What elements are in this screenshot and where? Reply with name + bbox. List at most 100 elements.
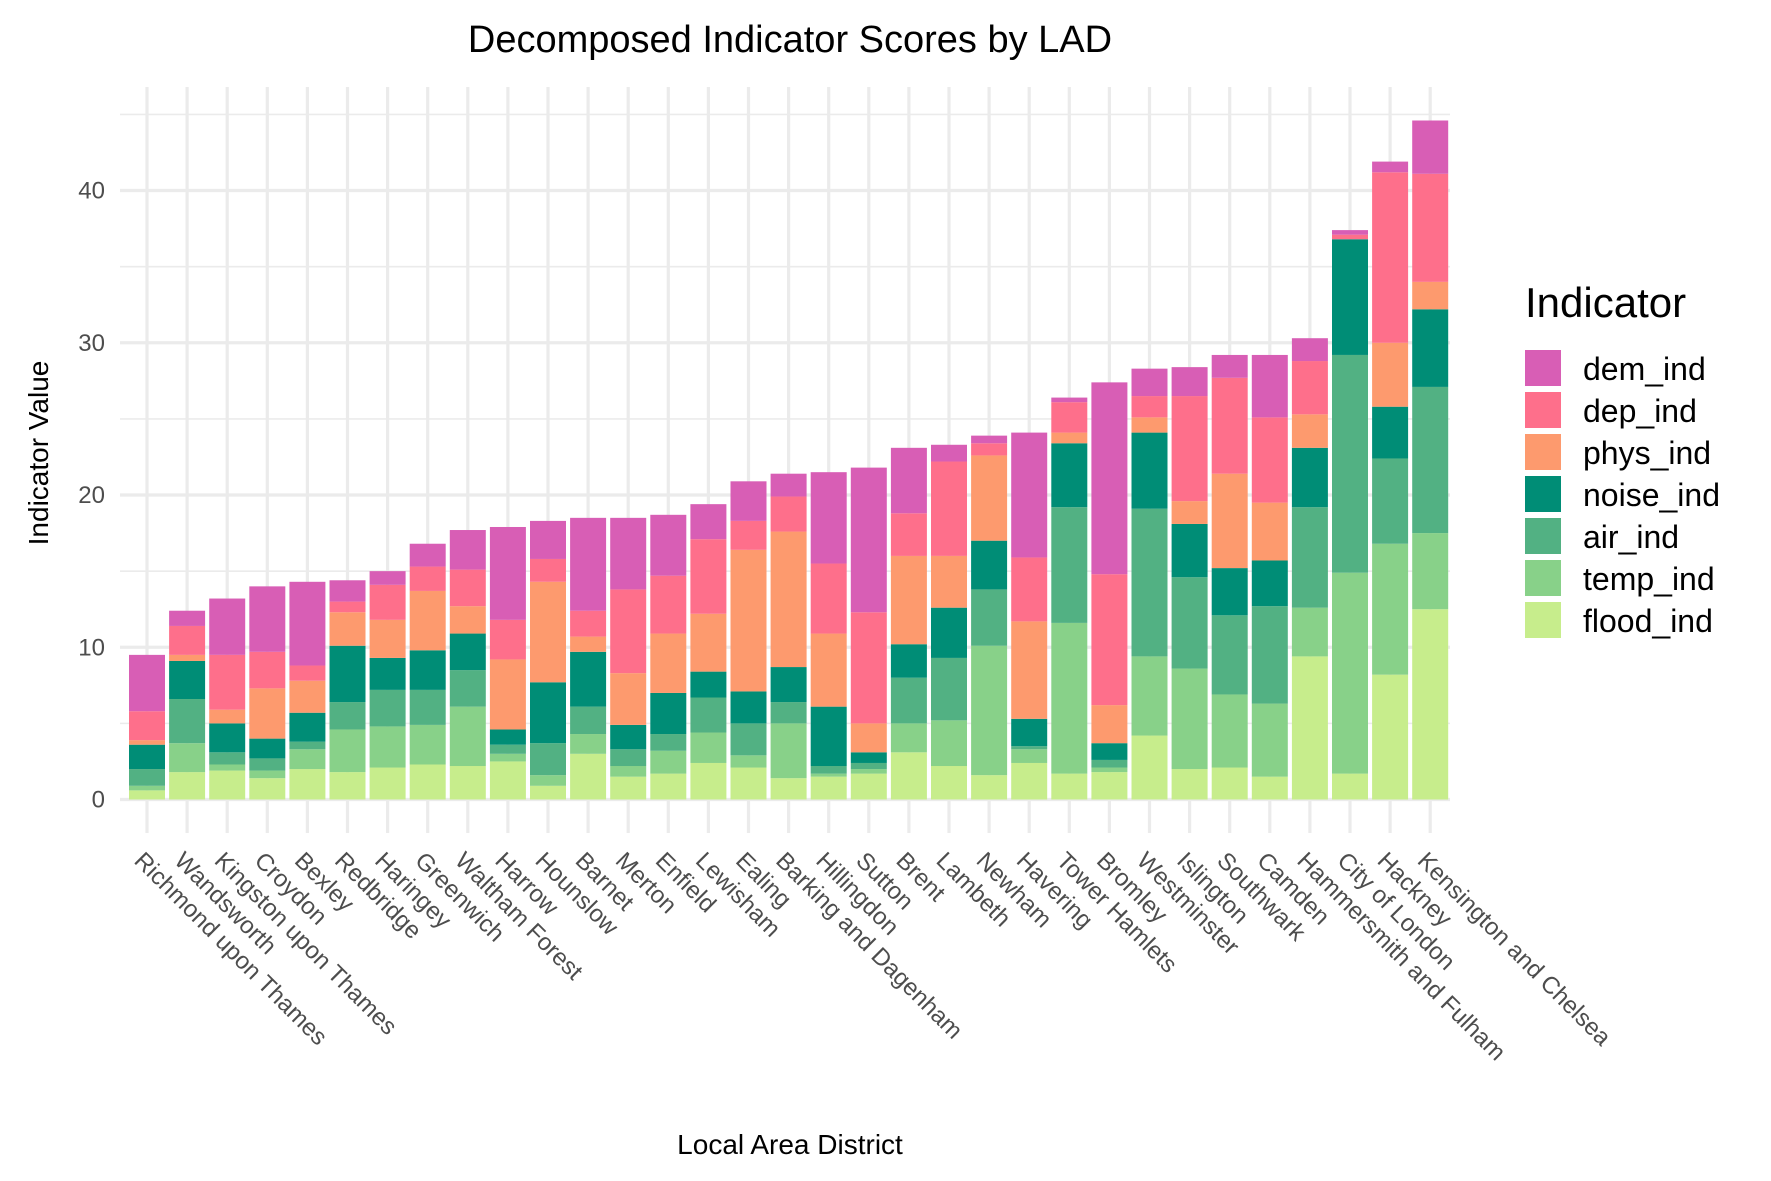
bar-segment-air_ind (489, 744, 526, 754)
legend: Indicator dem_ind dep_ind phys_ind noise_in… (1525, 279, 1720, 639)
bar-segment-dem_ind (610, 517, 647, 590)
bar-segment-phys_ind (1171, 501, 1208, 524)
x-axis-title: Local Area District (677, 1129, 903, 1160)
legend-swatch-air_ind (1525, 518, 1561, 554)
bar-segment-phys_ind (369, 619, 406, 658)
y-tick-label: 30 (78, 330, 105, 357)
bar-segment-temp_ind (850, 769, 887, 774)
y-tick-label: 40 (78, 178, 105, 205)
bar-segment-phys_ind (810, 633, 847, 707)
bar-segment-phys_ind (329, 612, 366, 646)
bar-segment-dem_ind (409, 543, 446, 567)
bar-segment-dem_ind (530, 520, 566, 559)
bar-segment-dem_ind (1091, 382, 1128, 575)
bar-segment-flood_ind (890, 752, 927, 800)
bar-segment-air_ind (1091, 759, 1128, 768)
bar-segment-dem_ind (1251, 354, 1288, 418)
legend-swatch-phys_ind (1525, 434, 1561, 470)
bar-segment-air_ind (449, 670, 486, 707)
bar-segment-noise_ind (570, 651, 607, 707)
bar-segment-dep_ind (169, 625, 206, 655)
bar-segment-dem_ind (489, 526, 526, 620)
bar-segment-temp_ind (810, 773, 847, 777)
bar-segment-flood_ind (1251, 776, 1288, 800)
bar-segment-noise_ind (1091, 743, 1128, 760)
bar-segment-noise_ind (1332, 239, 1368, 355)
bar-segment-phys_ind (770, 531, 807, 668)
bar-segment-phys_ind (530, 581, 566, 683)
legend-title: Indicator (1525, 279, 1686, 326)
legend-swatch-dep_ind (1525, 392, 1561, 428)
bar-segment-noise_ind (810, 706, 847, 767)
bar-segment-dep_ind (249, 651, 286, 689)
bar-segment-dem_ind (209, 598, 246, 655)
bar-segment-dep_ind (209, 654, 246, 710)
bar-segment-temp_ind (249, 770, 286, 779)
bar-segment-phys_ind (489, 659, 526, 730)
bar-segment-dep_ind (530, 558, 566, 582)
bar-segment-dem_ind (810, 472, 847, 564)
bar-segment-air_ind (1011, 746, 1048, 750)
legend-items: dem_ind dep_ind phys_ind noise_ind air_indte… (1525, 350, 1720, 639)
bar-segment-dep_ind (1171, 396, 1208, 502)
bar-segment-phys_ind (209, 709, 246, 724)
bar-segment-dem_ind (931, 444, 967, 462)
bar-segment-dep_ind (1332, 234, 1368, 240)
bar-segment-dep_ind (850, 612, 887, 724)
bar-segment-temp_ind (1131, 656, 1168, 736)
bar-segment-air_ind (1412, 386, 1449, 534)
bar-segment-flood_ind (1011, 762, 1048, 800)
bar-segment-flood_ind (369, 767, 406, 800)
bar-segment-flood_ind (690, 762, 727, 800)
bar-segment-temp_ind (129, 785, 165, 791)
bar-segment-dem_ind (449, 530, 486, 570)
bar-segment-dem_ind (129, 654, 165, 712)
bar-segment-dem_ind (289, 581, 326, 666)
y-tick-labels: 0 10 20 30 40 (78, 178, 105, 814)
bar-segment-flood_ind (1211, 767, 1248, 800)
bar-segment-noise_ind (931, 607, 967, 658)
bar-segment-dep_ind (1051, 402, 1088, 433)
bar-segment-flood_ind (810, 776, 847, 800)
bar-segment-flood_ind (329, 772, 366, 800)
bar-segment-flood_ind (169, 772, 206, 800)
bar-segment-noise_ind (1011, 718, 1048, 747)
bar-segment-air_ind (249, 758, 286, 771)
bar-segment-dem_ind (650, 514, 687, 576)
bar-segment-flood_ind (409, 764, 446, 800)
bar-segment-dem_ind (1372, 161, 1409, 173)
bar-segment-dem_ind (1051, 397, 1088, 403)
bar-segment-phys_ind (1291, 414, 1328, 448)
bar-segment-dep_ind (931, 461, 967, 556)
bar-segment-phys_ind (690, 613, 727, 672)
bar-segment-dep_ind (690, 539, 727, 614)
legend-label-phys_ind: phys_ind (1583, 435, 1711, 471)
bar-segment-temp_ind (1091, 767, 1128, 773)
bar-segment-phys_ind (1412, 281, 1449, 310)
bar-segment-noise_ind (449, 633, 486, 671)
bar-segment-flood_ind (249, 778, 286, 800)
legend-label-flood_ind: flood_ind (1583, 603, 1713, 639)
bar-segment-dep_ind (1291, 361, 1328, 415)
bar-segment-temp_ind (1412, 533, 1449, 610)
bar-segment-dem_ind (730, 481, 767, 521)
bar-segment-phys_ind (1251, 502, 1288, 561)
bar-segment-air_ind (690, 697, 727, 733)
bar-segment-flood_ind (610, 776, 647, 800)
bar-segment-noise_ind (1211, 568, 1248, 616)
bar-segment-phys_ind (289, 680, 326, 713)
bar-segment-temp_ind (1211, 694, 1248, 768)
bar-segment-flood_ind (770, 778, 807, 800)
bar-segment-air_ind (1291, 507, 1328, 608)
bar-segment-air_ind (730, 723, 767, 756)
bar-segment-dep_ind (1011, 557, 1048, 622)
bar-segment-dem_ind (1171, 367, 1208, 397)
bar-segment-dem_ind (169, 610, 206, 626)
bar-segment-air_ind (650, 734, 687, 751)
bar-segment-temp_ind (610, 766, 647, 777)
bar-segment-noise_ind (169, 660, 206, 700)
bar-segment-air_ind (1171, 577, 1208, 669)
bar-segment-phys_ind (570, 636, 607, 652)
bar-segment-dem_ind (369, 571, 406, 585)
bar-segment-flood_ind (1091, 772, 1128, 800)
